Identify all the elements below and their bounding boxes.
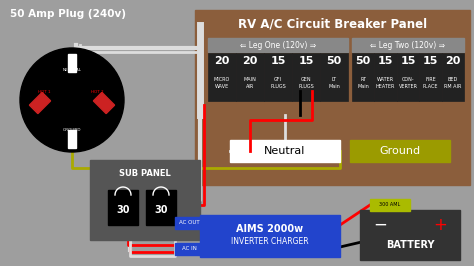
Bar (352, 38, 464, 52)
Text: LT
Main: LT Main (328, 77, 340, 89)
Text: GFI
PLUGS: GFI PLUGS (270, 77, 286, 89)
Bar (230, 140, 340, 162)
Text: Ground: Ground (380, 146, 420, 156)
Text: FIRE
PLACE: FIRE PLACE (423, 77, 438, 89)
Text: +: + (433, 216, 447, 234)
Text: 15: 15 (270, 56, 286, 66)
Bar (208, 38, 348, 52)
Bar (320, 53, 348, 101)
Text: Neutral: Neutral (264, 146, 306, 156)
Bar (68, 130, 76, 148)
Bar (397, 53, 419, 101)
Circle shape (20, 48, 124, 152)
Bar (68, 54, 76, 72)
Text: GROUND: GROUND (63, 128, 81, 132)
Text: BED
RM AIR: BED RM AIR (444, 77, 462, 89)
Bar (146, 190, 176, 225)
Text: 20: 20 (214, 56, 230, 66)
Bar (29, 92, 51, 114)
Bar (208, 53, 236, 101)
Bar (352, 53, 374, 101)
Bar (236, 53, 264, 101)
Text: ⇐ Leg One (120v) ⇒: ⇐ Leg One (120v) ⇒ (240, 40, 316, 49)
Bar (90, 160, 200, 240)
Text: 30: 30 (116, 205, 130, 215)
Text: 50: 50 (356, 56, 371, 66)
Text: BATTERY: BATTERY (386, 240, 434, 250)
Text: −: − (373, 216, 387, 234)
Text: 300 AML: 300 AML (379, 202, 401, 207)
Text: RT
Main: RT Main (357, 77, 369, 89)
Bar (93, 92, 115, 114)
Text: HOT 2: HOT 2 (91, 90, 103, 94)
Text: 15: 15 (298, 56, 314, 66)
Text: SUB PANEL: SUB PANEL (119, 169, 171, 178)
Bar (419, 53, 442, 101)
Text: 50: 50 (327, 56, 342, 66)
Bar (292, 53, 320, 101)
Bar (264, 53, 292, 101)
Bar (350, 140, 450, 162)
Bar (175, 243, 203, 255)
Text: AC OUT: AC OUT (179, 221, 199, 226)
Bar (195, 10, 470, 185)
Text: GEN
PLUGS: GEN PLUGS (298, 77, 314, 89)
Bar (370, 199, 410, 211)
Bar (175, 217, 203, 229)
Text: 30: 30 (154, 205, 168, 215)
Text: RV A/C Circuit Breaker Panel: RV A/C Circuit Breaker Panel (238, 18, 427, 31)
Text: WATER
HEATER: WATER HEATER (376, 77, 395, 89)
Text: HOT 1: HOT 1 (38, 90, 50, 94)
Text: 15: 15 (401, 56, 416, 66)
Text: MAIN
AIR: MAIN AIR (244, 77, 256, 89)
Bar (374, 53, 397, 101)
Bar (442, 53, 464, 101)
Bar (360, 210, 460, 260)
Text: AC IN: AC IN (182, 247, 196, 251)
Bar (108, 190, 138, 225)
Text: 15: 15 (423, 56, 438, 66)
Text: INVERTER CHARGER: INVERTER CHARGER (231, 238, 309, 247)
Text: MICRO
WAVE: MICRO WAVE (214, 77, 230, 89)
Text: 50 Amp Plug (240v): 50 Amp Plug (240v) (10, 9, 126, 19)
Text: 20: 20 (445, 56, 460, 66)
Text: NEUTRAL: NEUTRAL (63, 68, 82, 72)
Text: ⇐ Leg Two (120v) ⇒: ⇐ Leg Two (120v) ⇒ (371, 40, 446, 49)
Text: 15: 15 (378, 56, 393, 66)
Text: CON-
VERTER: CON- VERTER (399, 77, 418, 89)
Text: 20: 20 (242, 56, 258, 66)
Text: AIMS 2000w: AIMS 2000w (237, 224, 303, 234)
Bar (200, 215, 340, 257)
